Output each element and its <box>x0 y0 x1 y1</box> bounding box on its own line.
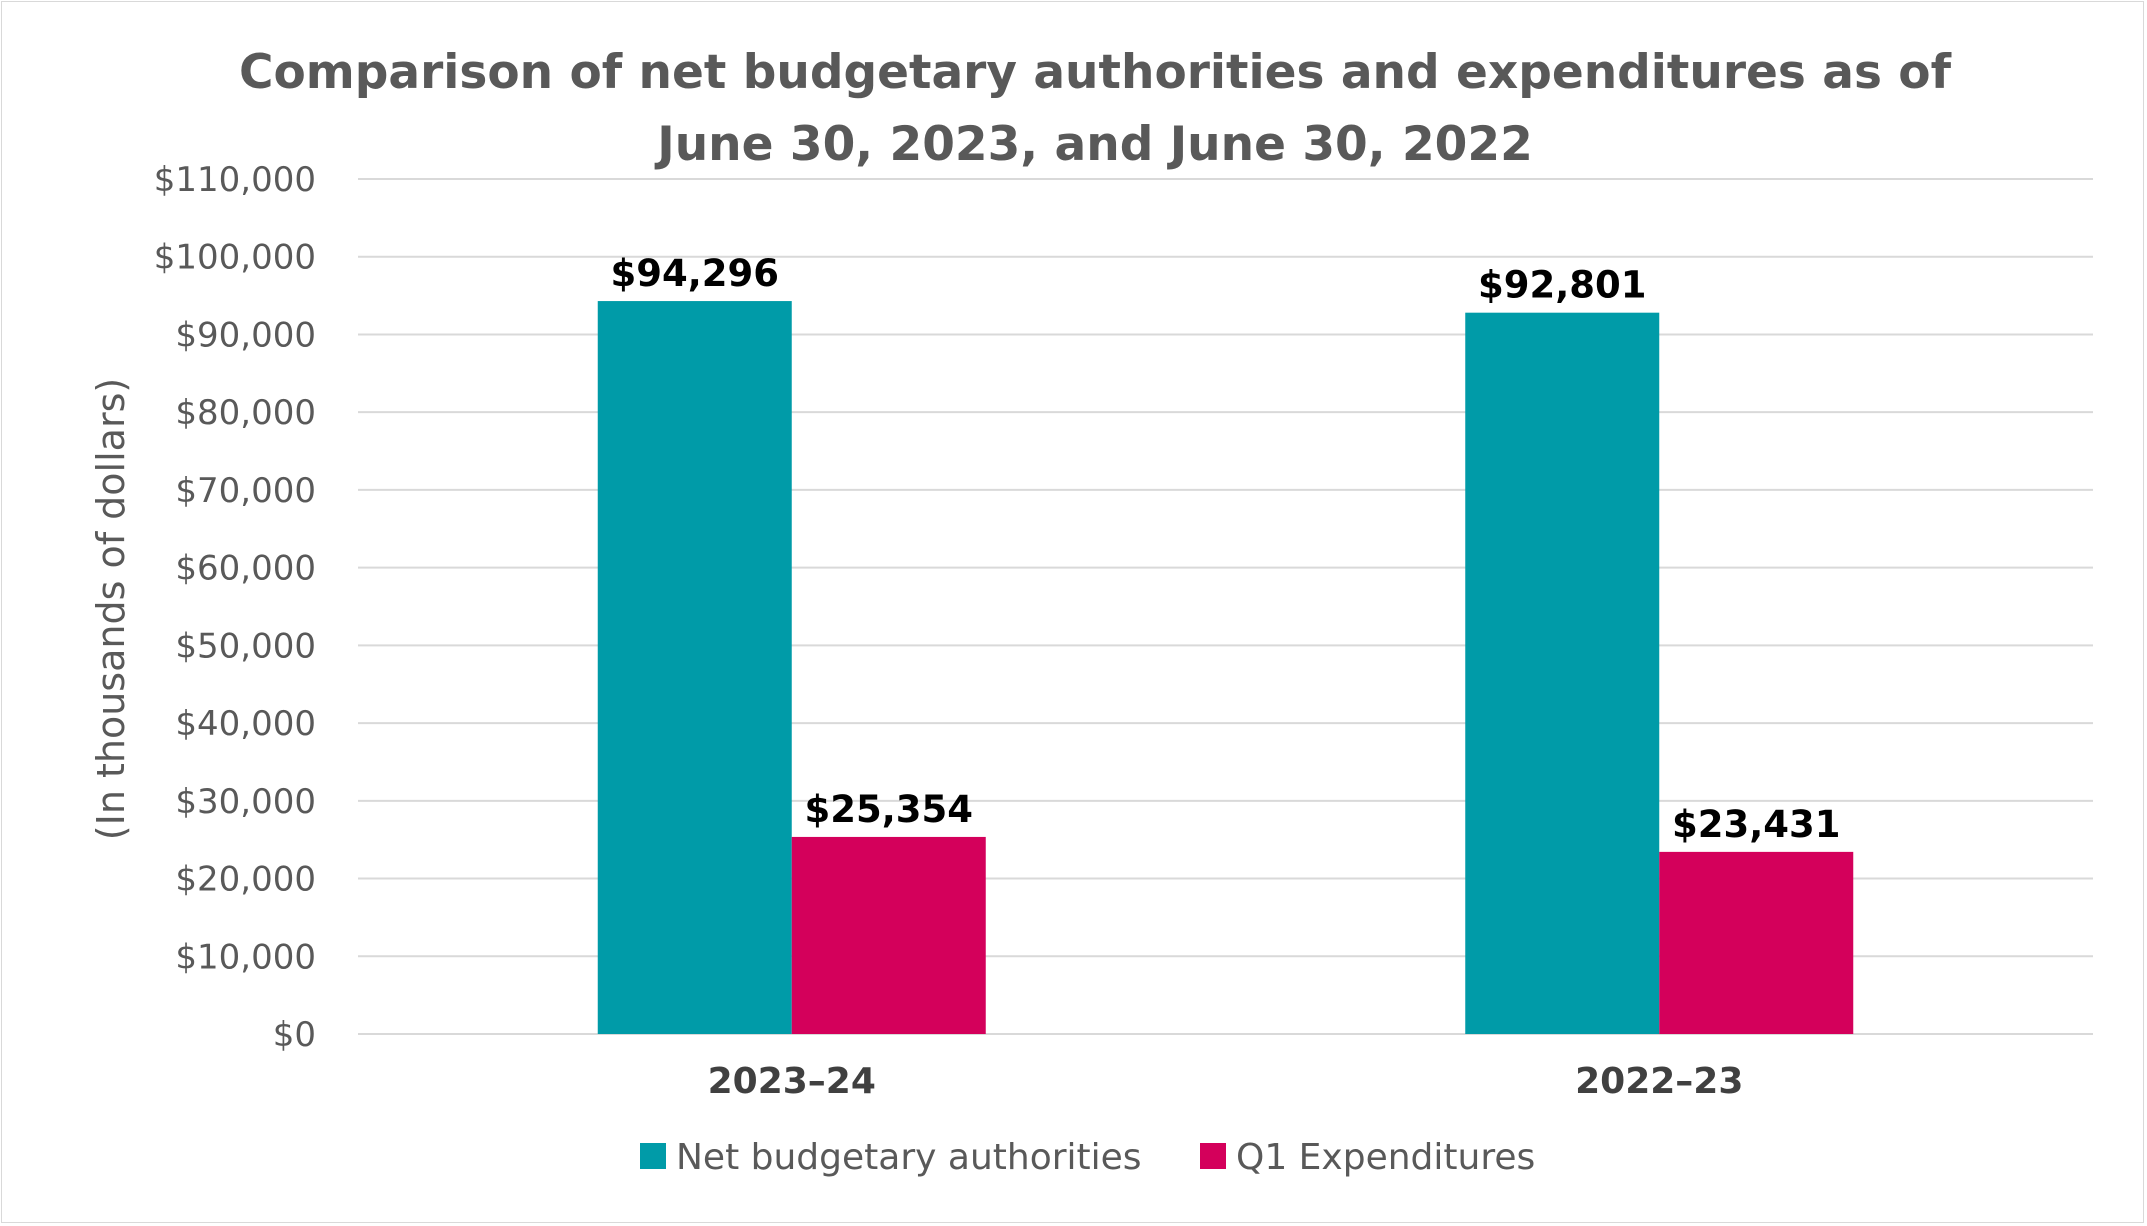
bar <box>1465 312 1660 1035</box>
chart-title-line-1: Comparison of net budgetary authorities … <box>239 45 1952 100</box>
x-category-label: 2022–23 <box>1575 1061 1743 1102</box>
y-tick-label: $30,000 <box>175 782 316 822</box>
legend: Net budgetary authorities Q1 Expenditures <box>640 1137 1535 1178</box>
chart-title: Comparison of net budgetary authorities … <box>239 45 1952 172</box>
y-axis-tick-labels: $0 $10,000 $20,000 $30,000 $40,000 $50,000 $60… <box>154 160 316 1055</box>
y-tick-label: $90,000 <box>175 315 316 355</box>
y-tick-label: $20,000 <box>175 860 316 900</box>
y-tick-label: $110,000 <box>154 160 316 200</box>
y-tick-label: $0 <box>273 1015 316 1055</box>
legend-item: Net budgetary authorities <box>640 1137 1142 1178</box>
legend-swatch <box>640 1143 666 1169</box>
legend-swatch <box>1200 1143 1226 1169</box>
y-tick-label: $70,000 <box>175 471 316 511</box>
y-tick-label: $50,000 <box>175 626 316 666</box>
x-axis-category-labels: 2023–24 2022–23 <box>708 1061 1744 1102</box>
y-tick-label: $100,000 <box>154 238 316 278</box>
legend-item: Q1 Expenditures <box>1200 1137 1535 1178</box>
data-label: $92,801 <box>1478 264 1647 307</box>
chart-title-line-2: June 30, 2023, and June 30, 2022 <box>654 117 1533 172</box>
legend-label: Net budgetary authorities <box>676 1137 1142 1178</box>
bars <box>597 301 1854 1035</box>
data-label: $23,431 <box>1672 803 1841 846</box>
y-tick-label: $40,000 <box>175 704 316 744</box>
data-label: $94,296 <box>610 252 779 295</box>
bar <box>597 301 792 1035</box>
y-axis-title: (In thousands of dollars) <box>89 378 133 840</box>
bar <box>1659 851 1854 1034</box>
y-tick-label: $60,000 <box>175 549 316 589</box>
bar <box>791 836 986 1034</box>
y-tick-label: $10,000 <box>175 937 316 977</box>
y-tick-label: $80,000 <box>175 393 316 433</box>
data-labels: $94,296 $25,354 $92,801 $23,431 <box>610 252 1840 846</box>
data-label: $25,354 <box>804 788 973 831</box>
x-category-label: 2023–24 <box>708 1061 876 1102</box>
legend-label: Q1 Expenditures <box>1236 1137 1535 1178</box>
